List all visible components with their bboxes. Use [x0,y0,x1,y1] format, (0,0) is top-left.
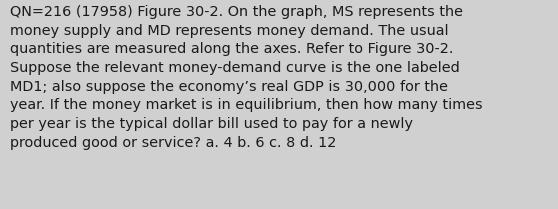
Text: QN=216 (17958) Figure 30-2. On the graph, MS represents the
money supply and MD : QN=216 (17958) Figure 30-2. On the graph… [10,5,483,150]
